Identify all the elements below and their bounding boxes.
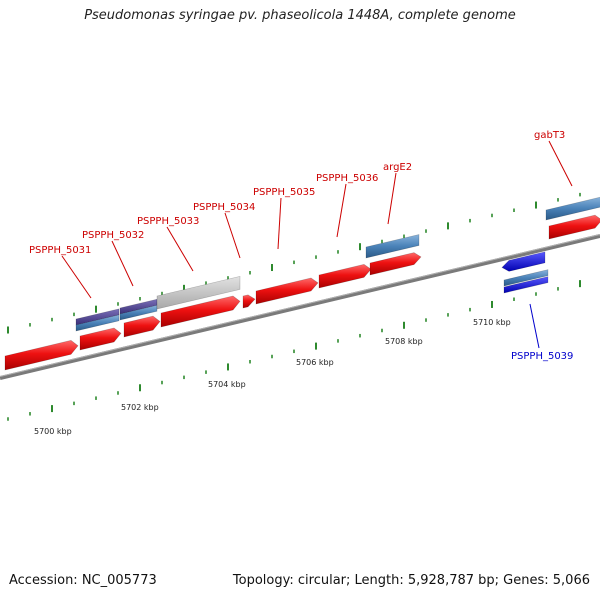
forward-gene-arrow xyxy=(4,340,79,371)
gene-feature-blue xyxy=(503,269,549,287)
scale-label: 5710 kbp xyxy=(473,318,511,327)
forward-gene-arrow xyxy=(242,294,256,309)
gene-label-pspph-5039[interactable]: PSPPH_5039 xyxy=(511,351,573,362)
gene-feature-blue xyxy=(75,314,120,332)
reverse-gene-arrow xyxy=(501,251,546,272)
scale-label: 5706 kbp xyxy=(296,358,334,367)
gene-label-pspph-5031[interactable]: PSPPH_5031 xyxy=(29,245,91,256)
lower-tick-track xyxy=(7,280,581,421)
genome-axis xyxy=(0,234,600,380)
forward-gene-arrow xyxy=(369,252,422,276)
scale-label: 5704 kbp xyxy=(208,380,246,389)
gene-label-pspph-5036[interactable]: PSPPH_5036 xyxy=(316,173,378,184)
gene-label-pspph-5035[interactable]: PSPPH_5035 xyxy=(253,187,315,198)
label-leader-reverse xyxy=(529,303,540,349)
forward-gene-arrow xyxy=(160,295,241,328)
gene-label-gabt3[interactable]: gabT3 xyxy=(534,130,565,141)
scale-label: 5702 kbp xyxy=(121,403,159,412)
scale-label: 5708 kbp xyxy=(385,337,423,346)
gene-feature-reverse xyxy=(503,276,549,294)
gene-feature-blue xyxy=(119,304,158,321)
forward-gene-arrow xyxy=(255,277,319,305)
genome-title: Pseudomonas syringae pv. phaseolicola 14… xyxy=(84,8,516,23)
scale-label: 5700 kbp xyxy=(34,427,72,436)
accession-text: Accession: NC_005773 xyxy=(9,573,157,588)
gene-label-pspph-5032[interactable]: PSPPH_5032 xyxy=(82,230,144,241)
gene-feature-blue xyxy=(545,196,600,221)
forward-gene-arrow xyxy=(123,315,161,338)
genome-stats-text: Topology: circular; Length: 5,928,787 bp… xyxy=(232,573,590,588)
forward-gene-arrow xyxy=(79,327,122,351)
gene-label-pspph-5033[interactable]: PSPPH_5033 xyxy=(137,216,199,227)
forward-gene-arrow xyxy=(548,214,600,240)
gene-label-arge2[interactable]: argE2 xyxy=(383,162,412,173)
upper-tick-track xyxy=(7,192,581,334)
gene-label-pspph-5034[interactable]: PSPPH_5034 xyxy=(193,202,255,213)
genome-axis-highlight xyxy=(0,234,600,377)
label-leaders xyxy=(61,140,573,299)
gene-feature-gray xyxy=(156,275,241,310)
gene-feature-blue xyxy=(365,234,420,259)
forward-gene-arrow xyxy=(318,264,372,289)
